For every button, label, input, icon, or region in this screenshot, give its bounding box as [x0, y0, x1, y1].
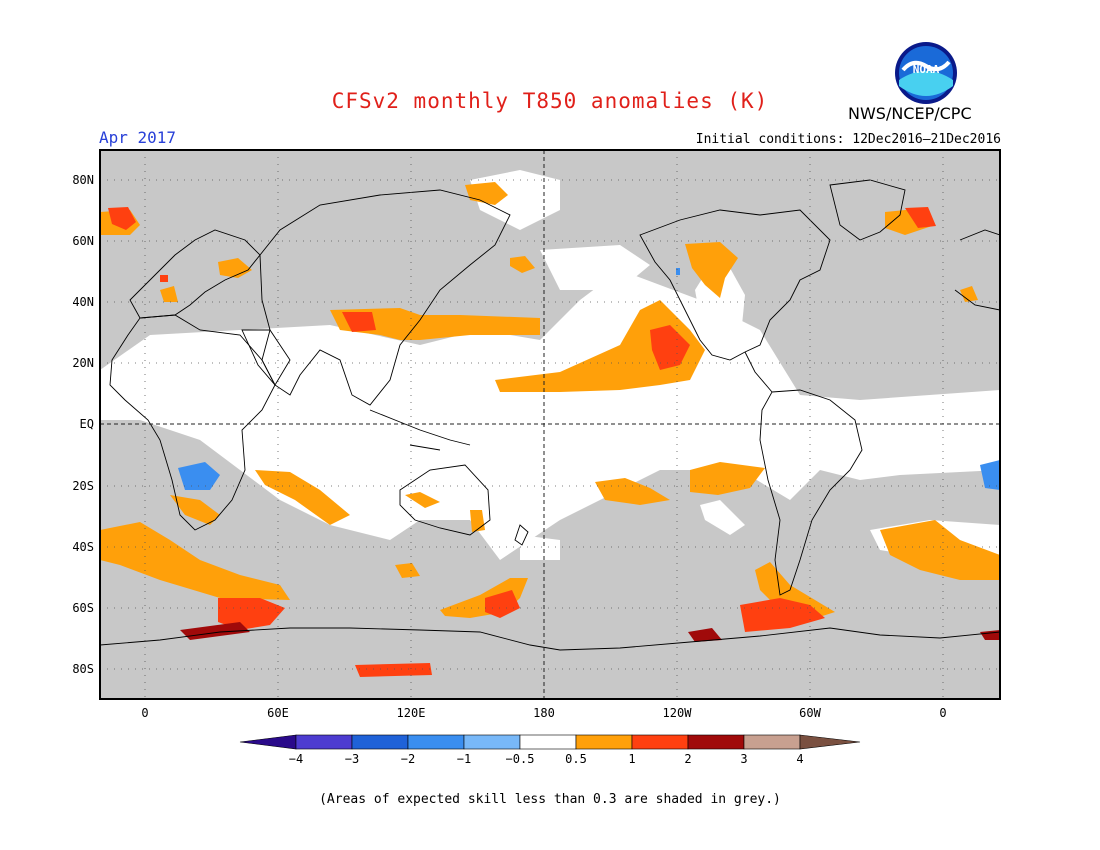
legend-color-box: [295, 734, 353, 750]
lat-label: 40N: [72, 295, 94, 309]
legend-tick-label: 4: [796, 752, 803, 766]
legend-color-box: [519, 734, 577, 750]
lat-label: 80S: [72, 662, 94, 676]
legend-tick-label: −3: [345, 752, 359, 766]
legend-color-box: [351, 734, 409, 750]
lat-label: 20N: [72, 356, 94, 370]
legend-tick-label: −1: [457, 752, 471, 766]
lat-label: 40S: [72, 540, 94, 554]
lon-label: 60E: [267, 706, 289, 720]
anomaly-1-to-2-regions: [108, 207, 936, 677]
logo-text: NOAA: [913, 63, 940, 76]
legend-color-box: [575, 734, 633, 750]
anomaly-0p5-to-1-regions: [100, 182, 1000, 620]
neutral-anomaly-regions: [100, 170, 1000, 630]
skill-footnote: (Areas of expected skill less than 0.3 a…: [319, 792, 781, 807]
legend-tick-label: −0.5: [506, 752, 535, 766]
lat-label: 60S: [72, 601, 94, 615]
latitude-labels: 80N 60N 40N 20N EQ 20S 40S 60S 80S: [72, 173, 94, 676]
noaa-logo: NOAA: [895, 42, 957, 104]
lon-label: 120W: [663, 706, 693, 720]
lon-label: 120E: [397, 706, 426, 720]
legend-tick-label: −2: [401, 752, 415, 766]
legend-color-box: [687, 734, 745, 750]
lat-label: EQ: [80, 417, 94, 431]
lon-label: 0: [939, 706, 946, 720]
lat-label: 20S: [72, 479, 94, 493]
legend-tick-label: 2: [684, 752, 691, 766]
legend-tick-label: 1: [628, 752, 635, 766]
lat-label: 60N: [72, 234, 94, 248]
longitude-labels: 0 60E 120E 180 120W 60W 0: [141, 706, 946, 720]
lon-label: 0: [141, 706, 148, 720]
legend-arrow-low: [239, 734, 297, 750]
legend-tick-label: −4: [289, 752, 303, 766]
legend-color-box: [743, 734, 801, 750]
equator-dateline: [100, 150, 1000, 699]
color-legend: −4 −3 −2 −1 −0.5 0.5 1 2 3 4: [239, 734, 861, 766]
legend-color-box: [631, 734, 689, 750]
legend-color-box: [463, 734, 521, 750]
initial-conditions: Initial conditions: 12Dec2016–21Dec2016: [695, 132, 1001, 147]
map-title: CFSv2 monthly T850 anomalies (K): [331, 89, 769, 113]
legend-tick-label: 0.5: [565, 752, 587, 766]
lat-label: 80N: [72, 173, 94, 187]
agency-label: NWS/NCEP/CPC: [848, 104, 972, 123]
legend-color-box: [407, 734, 465, 750]
graticule: [100, 150, 1000, 699]
lon-label: 180: [533, 706, 555, 720]
legend-arrow-high: [799, 734, 861, 750]
lon-label: 60W: [799, 706, 821, 720]
anomaly-2-to-3-regions: [180, 622, 1000, 642]
legend-tick-label: 3: [740, 752, 747, 766]
coastlines: [100, 179, 1000, 651]
map-frame: [99, 149, 1001, 700]
valid-month: Apr 2017: [99, 128, 177, 147]
anomaly-minus-1-to-minus-0p5-regions: [178, 268, 1000, 490]
